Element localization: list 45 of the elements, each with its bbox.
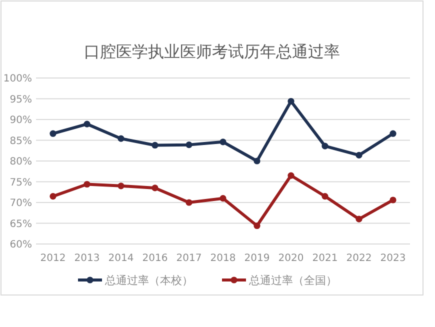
point: [186, 142, 192, 148]
point: [84, 120, 90, 128]
point: [322, 142, 328, 150]
point: [356, 216, 362, 222]
x-tick-label: 2014: [108, 253, 134, 264]
x-tick-label: 2022: [346, 253, 372, 264]
y-tick-label: 75%: [10, 177, 32, 188]
point: [84, 180, 90, 188]
point: [254, 158, 260, 164]
point: [390, 196, 396, 204]
y-tick-label: 60%: [10, 240, 32, 250]
point: [254, 222, 260, 230]
x-tick-label: 2012: [40, 253, 66, 264]
x-tick-label: 2017: [176, 253, 202, 264]
x-tick-label: 2021: [312, 253, 338, 264]
point: [220, 138, 226, 146]
legend-label: 总通过率（本校）: [104, 274, 193, 287]
point: [322, 192, 328, 200]
y-tick-label: 65%: [10, 218, 32, 230]
point: [288, 98, 294, 105]
y-tick-label: 70%: [10, 198, 32, 209]
point: [390, 130, 396, 137]
point: [50, 130, 56, 137]
y-tick-label: 100%: [3, 74, 32, 84]
x-tick-label: 2018: [210, 253, 236, 264]
point: [152, 184, 158, 192]
point: [356, 152, 362, 158]
y-tick-label: 80%: [10, 156, 32, 168]
point: [288, 172, 294, 179]
x-tick-label: 2023: [380, 253, 406, 264]
x-tick-label: 2013: [74, 253, 100, 264]
x-tick-label: 2020: [278, 253, 304, 264]
point: [152, 142, 158, 149]
y-tick-label: 85%: [10, 136, 32, 147]
x-tick-label: 2019: [244, 253, 270, 264]
point: [186, 199, 192, 206]
y-tick-label: 90%: [10, 115, 32, 126]
legend-label: 总通过率（全国）: [248, 274, 337, 287]
point: [220, 195, 226, 202]
y-tick-label: 95%: [10, 94, 32, 106]
point: [118, 135, 124, 142]
point: [118, 182, 124, 190]
point: [50, 192, 56, 200]
chart-title: 口腔医学执业医师考试历年总通过率: [84, 42, 340, 61]
x-tick-label: 2016: [142, 253, 168, 264]
